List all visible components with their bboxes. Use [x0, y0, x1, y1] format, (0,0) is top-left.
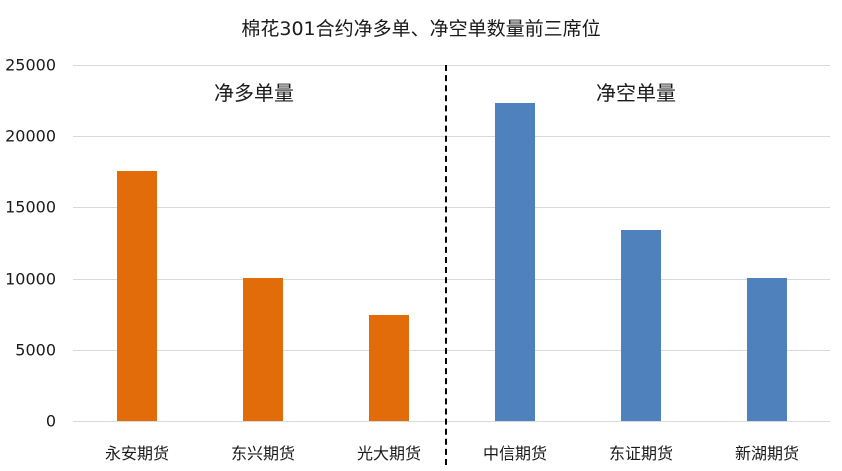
y-tick-10000: 10000	[5, 269, 56, 289]
x-tick-label: 光大期货	[356, 444, 421, 463]
bar	[495, 103, 535, 421]
net-long-section-label: 净多单量	[214, 81, 294, 105]
bar	[117, 171, 157, 421]
y-tick-5000: 5000	[15, 340, 56, 360]
bar	[243, 277, 283, 421]
y-tick-25000: 25000	[5, 55, 56, 75]
x-tick-label: 永安期货	[104, 444, 169, 463]
y-tick-20000: 20000	[5, 126, 56, 146]
chart-title: 棉花301合约净多单、净空单数量前三席位	[241, 18, 601, 40]
bar	[621, 230, 661, 421]
x-tick-label: 东兴期货	[230, 444, 295, 463]
gridline-25000	[73, 65, 830, 66]
gridline-5000	[73, 350, 830, 351]
net-short-section-label: 净空单量	[596, 81, 676, 105]
bar	[747, 277, 787, 421]
x-tick-label: 新湖期货	[734, 444, 799, 463]
y-tick-0: 0	[45, 411, 56, 431]
section-divider	[445, 65, 447, 465]
gridline-20000	[73, 136, 830, 137]
gridline-15000	[73, 207, 830, 208]
y-tick-15000: 15000	[5, 197, 56, 217]
x-tick-label: 东证期货	[608, 444, 673, 463]
gridline-10000	[73, 279, 830, 280]
bar	[369, 314, 409, 421]
x-tick-label: 中信期货	[482, 444, 547, 463]
x-axis-baseline	[73, 421, 830, 422]
